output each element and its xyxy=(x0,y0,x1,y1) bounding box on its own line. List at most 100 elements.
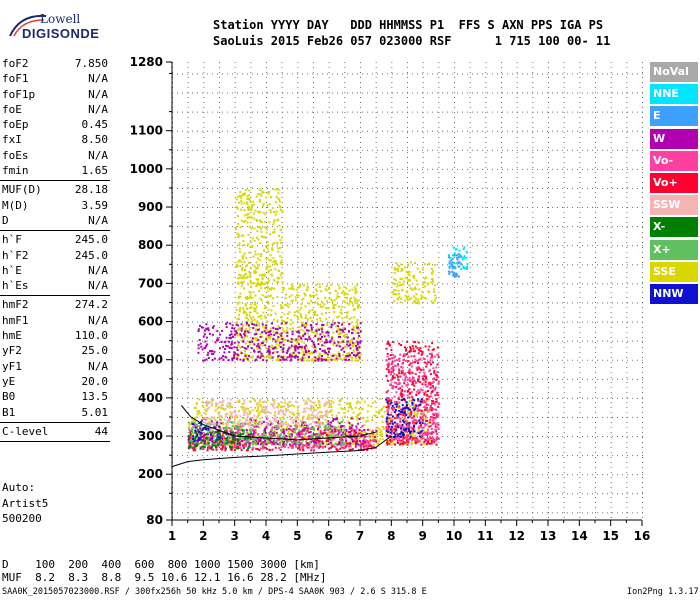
echo-point xyxy=(278,441,281,444)
echo-point xyxy=(386,364,389,367)
echo-point xyxy=(225,326,228,329)
echo-point xyxy=(420,430,422,433)
param-value: 7.850 xyxy=(74,57,108,70)
echo-point xyxy=(414,286,416,289)
echo-point xyxy=(265,336,268,339)
param-value: N/A xyxy=(88,87,108,101)
echo-point xyxy=(235,323,238,326)
echo-point xyxy=(400,366,403,368)
echo-point xyxy=(230,340,233,343)
echo-point xyxy=(262,435,265,438)
echo-point xyxy=(357,438,360,441)
echo-point xyxy=(269,294,272,297)
echo-point xyxy=(247,243,250,246)
echo-point xyxy=(278,327,281,329)
echo-point xyxy=(304,305,307,308)
echo-point xyxy=(320,432,323,435)
echo-point xyxy=(252,255,255,258)
echo-point xyxy=(233,420,236,423)
echo-point xyxy=(194,427,197,430)
echo-point xyxy=(324,445,327,448)
echo-point xyxy=(271,422,274,425)
echo-point xyxy=(224,447,227,450)
echo-point xyxy=(304,429,307,432)
param-row: hmF2 274.2 xyxy=(0,297,110,312)
y-tick-label: 200 xyxy=(138,467,163,481)
echo-point xyxy=(303,326,306,329)
echo-point xyxy=(238,301,241,304)
echo-point xyxy=(237,222,240,225)
echo-point xyxy=(428,395,431,398)
echo-point xyxy=(311,426,314,429)
echo-point xyxy=(400,263,403,266)
echo-point xyxy=(273,260,276,262)
echo-point xyxy=(410,297,413,300)
echo-point xyxy=(208,332,211,335)
echo-point xyxy=(340,443,343,446)
echo-point xyxy=(277,412,280,415)
echo-point xyxy=(396,432,399,435)
echo-point xyxy=(261,335,264,338)
echo-point xyxy=(259,297,262,300)
echo-point xyxy=(451,270,454,273)
echo-point xyxy=(358,440,361,442)
echo-point xyxy=(417,366,420,369)
echo-point xyxy=(244,350,246,352)
echo-point xyxy=(260,287,263,290)
echo-point xyxy=(291,330,294,333)
echo-point xyxy=(432,408,435,411)
echo-point xyxy=(220,357,223,360)
echo-point xyxy=(192,446,195,449)
echo-point xyxy=(430,441,433,444)
echo-point xyxy=(427,408,430,411)
echo-point xyxy=(264,443,267,446)
echo-point xyxy=(351,357,354,359)
echo-point xyxy=(395,431,398,434)
echo-point xyxy=(240,449,243,452)
echo-point xyxy=(306,429,309,432)
echo-point xyxy=(313,312,316,315)
echo-point xyxy=(395,422,398,425)
echo-point xyxy=(394,293,397,296)
echo-point xyxy=(393,373,396,376)
echo-point xyxy=(298,331,301,334)
echo-point xyxy=(401,435,404,438)
echo-point xyxy=(420,443,423,446)
echo-point xyxy=(413,388,416,391)
echo-point xyxy=(249,410,252,413)
echo-point xyxy=(408,284,411,287)
echo-point xyxy=(334,443,337,446)
echo-point xyxy=(237,260,240,263)
echo-point xyxy=(289,328,292,330)
echo-point xyxy=(308,418,310,421)
echo-point xyxy=(387,362,390,365)
echo-point xyxy=(204,340,207,343)
echo-point xyxy=(404,410,406,413)
echo-point xyxy=(356,304,359,307)
echo-point xyxy=(417,380,420,383)
echo-point xyxy=(357,449,360,451)
echo-point xyxy=(243,209,246,212)
echo-point xyxy=(407,383,410,386)
echo-point xyxy=(363,400,366,403)
echo-point xyxy=(291,430,294,433)
echo-point xyxy=(419,418,422,421)
echo-point xyxy=(255,195,258,198)
echo-point xyxy=(281,420,284,423)
echo-point xyxy=(321,344,324,347)
echo-point xyxy=(260,437,263,440)
echo-point xyxy=(264,434,267,437)
echo-point xyxy=(433,288,436,291)
echo-point xyxy=(291,404,293,407)
echo-point xyxy=(327,440,330,442)
echo-point xyxy=(237,281,240,284)
echo-point xyxy=(256,425,259,428)
echo-point xyxy=(358,351,361,354)
echo-point xyxy=(230,428,233,431)
echo-point xyxy=(275,242,278,245)
echo-point xyxy=(411,403,414,406)
echo-point xyxy=(298,443,301,446)
echo-point xyxy=(271,247,273,250)
echo-point xyxy=(212,326,214,329)
echo-point xyxy=(216,421,219,424)
